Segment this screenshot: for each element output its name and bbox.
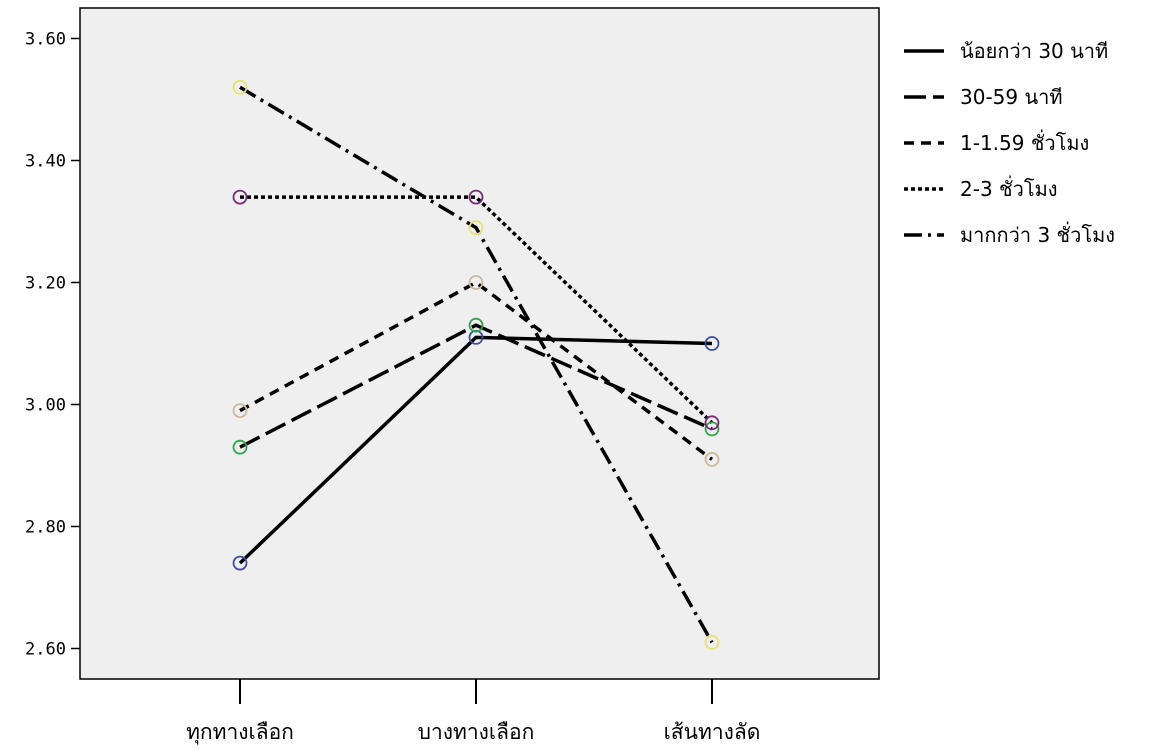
legend-label: 1-1.59 ชั่วโมง: [960, 129, 1089, 155]
x-tick-label: บางทางเลือก: [418, 720, 535, 744]
x-tick-label: ทุกทางเลือก: [186, 720, 294, 745]
x-tick-label: เส้นทางลัด: [664, 720, 761, 744]
legend-label: 2-3 ชั่วโมง: [960, 175, 1058, 201]
legend-label: น้อยกว่า 30 นาที: [960, 39, 1108, 63]
y-tick-label: 3.20: [25, 274, 66, 294]
legend-label: 30-59 นาที: [960, 85, 1063, 109]
y-tick-label: 3.00: [25, 396, 66, 416]
y-tick-label: 3.40: [25, 152, 66, 172]
legend: น้อยกว่า 30 นาที 30-59 นาที 1-1.59 ชั่วโมง…: [904, 39, 1115, 247]
y-axis: 2.60 2.80 3.00 3.20 3.40 3.60: [25, 30, 80, 660]
y-tick-label: 3.60: [25, 30, 66, 50]
y-tick-label: 2.60: [25, 640, 66, 660]
x-axis: ทุกทางเลือก บางทางเลือก เส้นทางลัด: [186, 679, 760, 745]
y-tick-label: 2.80: [25, 518, 66, 538]
legend-label: มากกว่า 3 ชั่วโมง: [960, 221, 1115, 247]
